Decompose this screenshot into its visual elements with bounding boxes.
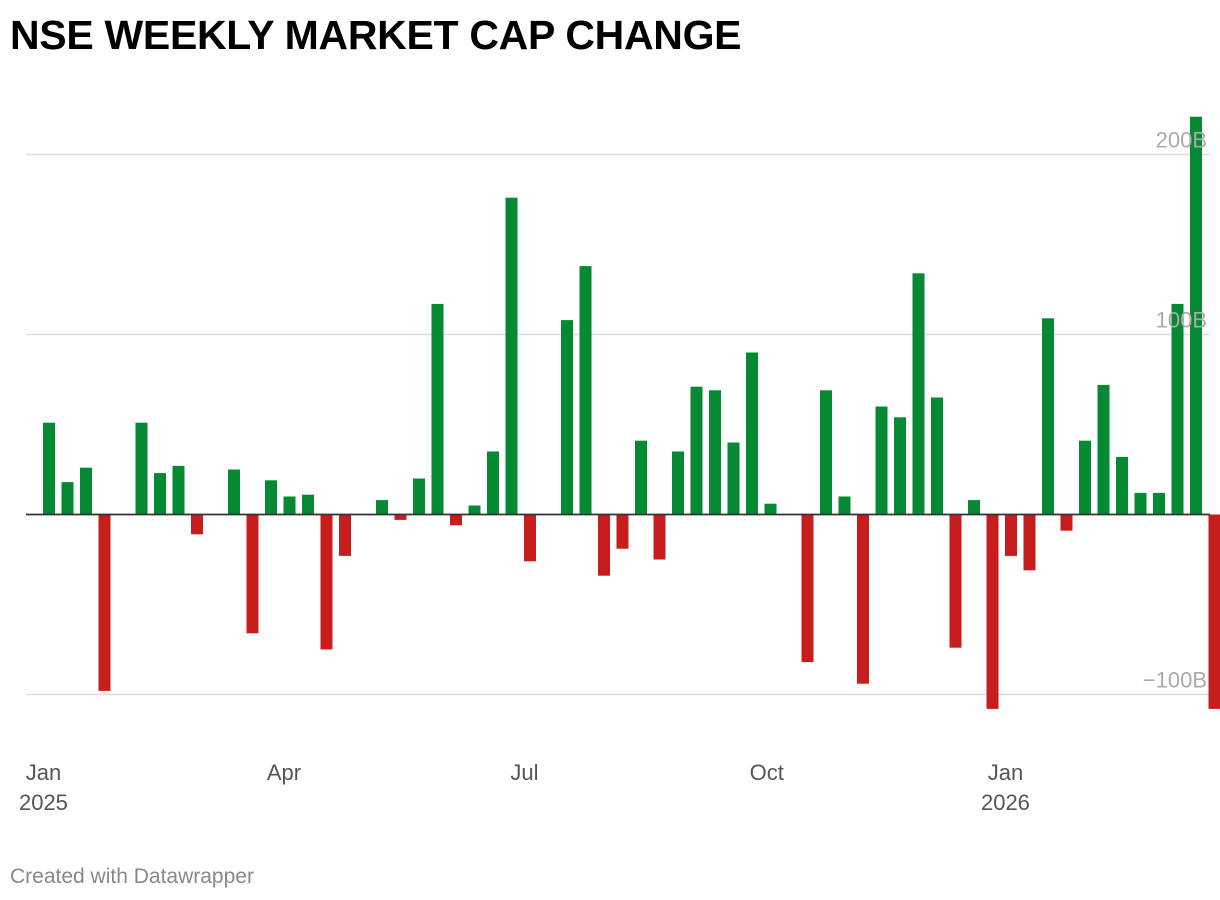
bar-gain xyxy=(838,496,851,515)
bar-gain xyxy=(154,473,166,515)
bar-gain xyxy=(912,273,925,515)
bar-gain xyxy=(135,422,148,515)
bar-gain xyxy=(561,320,573,515)
bar-gain xyxy=(413,478,425,515)
bar-loss xyxy=(801,514,814,663)
x-tick-label: Oct xyxy=(750,760,784,785)
x-tick-label: Apr xyxy=(267,760,301,785)
bar-gain xyxy=(1190,116,1202,515)
bars-layer xyxy=(43,116,1220,709)
bar-gain xyxy=(820,390,832,515)
bar-gain xyxy=(80,467,92,515)
x-tick-label: Jul xyxy=(510,760,538,785)
x-tick-year-label: 2025 xyxy=(19,790,68,815)
bar-gain xyxy=(505,197,518,515)
bar-loss xyxy=(949,514,962,648)
bar-gain xyxy=(43,422,55,515)
bar-loss xyxy=(616,514,629,549)
bar-loss xyxy=(246,514,259,634)
bar-loss xyxy=(1023,514,1036,571)
x-tick-year-label: 2026 xyxy=(981,790,1030,815)
bar-loss xyxy=(653,514,666,560)
bar-loss xyxy=(857,514,869,684)
bar-loss xyxy=(598,514,610,576)
bar-gain xyxy=(172,465,185,515)
bar-gain xyxy=(1079,440,1091,515)
bar-gain xyxy=(931,397,943,515)
bar-gain xyxy=(228,469,240,515)
bar-loss xyxy=(1060,514,1073,531)
bar-loss xyxy=(394,514,407,520)
bar-gain xyxy=(690,386,703,515)
x-axis-labels: Jan 2025 Apr Jul Oct Jan 2026 xyxy=(19,760,1030,815)
x-tick-label: Jan xyxy=(26,760,61,785)
bar-loss xyxy=(191,514,203,535)
chart-title: NSE WEEKLY MARKET CAP CHANGE xyxy=(10,12,742,58)
bar-gain xyxy=(431,303,444,515)
bar-gain xyxy=(727,442,740,515)
bar-gain xyxy=(764,503,777,515)
bar-gain xyxy=(579,266,592,515)
y-axis-labels: 200B 100B −100B xyxy=(1143,128,1207,693)
grid-layer xyxy=(26,153,1210,696)
bar-gain xyxy=(1134,492,1147,515)
bar-loss xyxy=(339,514,351,556)
bar-gain xyxy=(968,500,980,515)
bar-gain xyxy=(1171,303,1184,515)
y-tick-label: 100B xyxy=(1156,308,1207,333)
x-tick-label: Jan xyxy=(988,760,1023,785)
bar-gain xyxy=(1097,384,1110,515)
bar-chart: 200B 100B −100B Jan 2025 Apr Jul Oct Jan 2026 xyxy=(19,116,1220,815)
bar-gain xyxy=(1153,492,1165,515)
bar-gain xyxy=(61,482,74,515)
credit-text: Created with Datawrapper xyxy=(10,865,254,888)
bar-gain xyxy=(875,406,888,515)
bar-gain xyxy=(302,494,314,515)
bar-gain xyxy=(376,500,388,515)
bar-gain xyxy=(672,451,684,515)
bar-loss xyxy=(986,514,999,709)
bar-gain xyxy=(468,505,481,515)
bar-loss xyxy=(1005,514,1017,556)
bar-gain xyxy=(709,390,721,515)
bar-gain xyxy=(1116,456,1128,515)
bar-loss xyxy=(450,514,462,526)
bar-loss xyxy=(1208,514,1220,709)
y-tick-label: 200B xyxy=(1156,128,1207,153)
y-tick-label: −100B xyxy=(1143,668,1207,693)
bar-gain xyxy=(283,496,296,515)
bar-gain xyxy=(635,440,647,515)
bar-gain xyxy=(746,352,758,515)
bar-loss xyxy=(524,514,536,562)
bar-gain xyxy=(894,417,906,515)
bar-gain xyxy=(265,480,277,515)
bar-loss xyxy=(98,514,111,691)
bar-gain xyxy=(487,451,499,515)
bar-loss xyxy=(320,514,333,650)
bar-gain xyxy=(1042,318,1054,515)
